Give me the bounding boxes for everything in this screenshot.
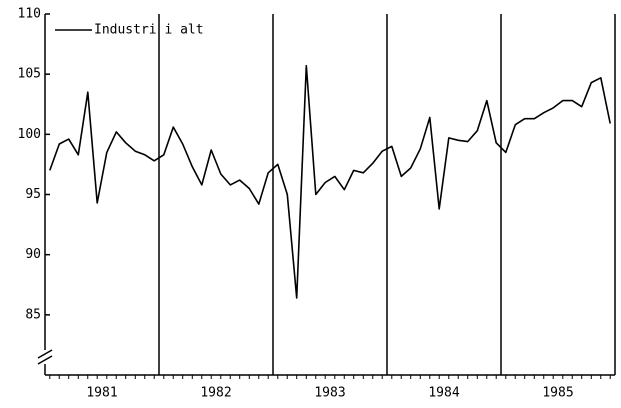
axis-break <box>37 349 53 359</box>
x-tick-label: 1982 <box>200 386 231 401</box>
y-tick-label: 100 <box>18 127 41 142</box>
data-line <box>49 64 611 299</box>
y-tick-label: 110 <box>18 7 41 22</box>
y-tick-label: 95 <box>25 187 41 202</box>
x-tick-label: 1984 <box>428 386 459 401</box>
x-tick-label: 1985 <box>542 386 573 401</box>
x-tick-label: 1983 <box>314 386 345 401</box>
legend-label: Industri i alt <box>94 23 204 38</box>
y-tick-label: 85 <box>25 307 41 322</box>
y-tick-label: 105 <box>18 67 41 82</box>
axis-break <box>37 355 53 365</box>
x-tick-label: 1981 <box>86 386 117 401</box>
y-tick-label: 90 <box>25 247 41 262</box>
